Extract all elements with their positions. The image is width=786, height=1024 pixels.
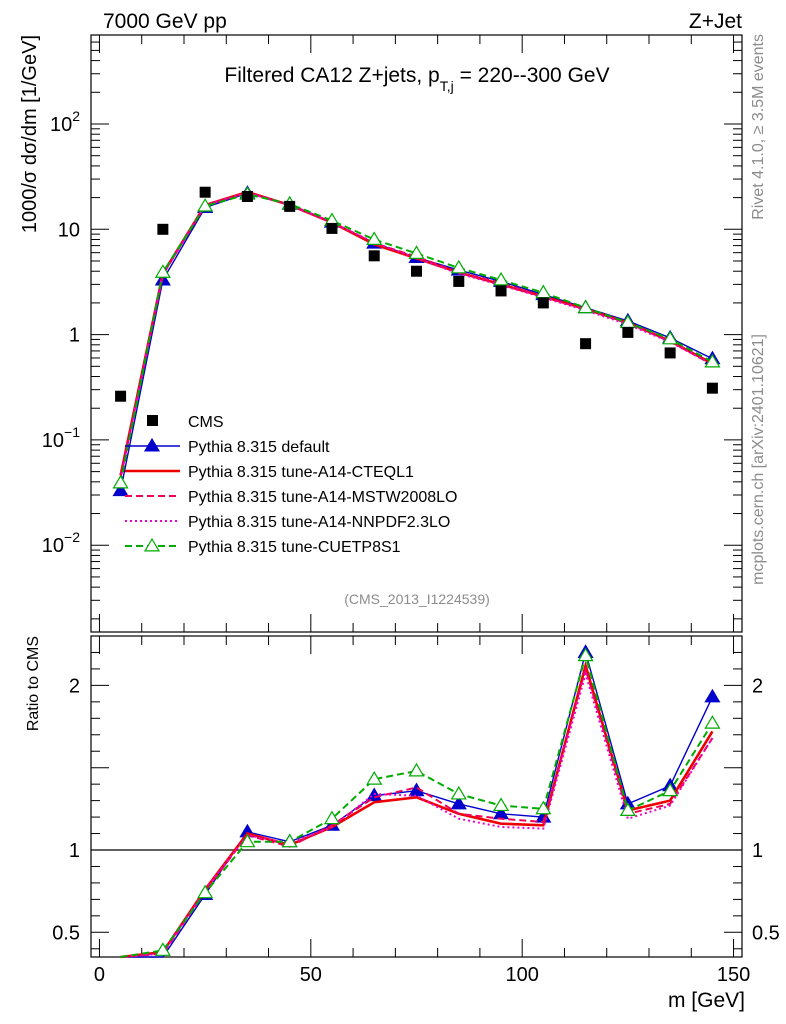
rivet-version-label: Rivet 4.1.0, ≥ 3.5M events <box>750 34 767 220</box>
series-5-point <box>366 231 383 246</box>
series-5-point <box>408 245 425 259</box>
series-line-5 <box>119 193 713 484</box>
ratio-5-point <box>239 833 256 848</box>
ratio-y-tick-label-right: 0.5 <box>752 922 780 944</box>
cms-data-point <box>622 326 634 338</box>
main-y-axis-label: 1000/σ dσ/dm [1/GeV] <box>19 35 41 233</box>
legend-label-3: Pythia 8.315 tune-A14-MSTW2008LO <box>188 489 457 506</box>
x-tick-label: 100 <box>505 964 538 986</box>
x-tick-label: 50 <box>300 964 322 986</box>
series-5-point <box>450 259 467 274</box>
cms-data-point <box>495 285 507 297</box>
main-y-tick-label: 10−1 <box>42 424 80 452</box>
x-tick-label: 150 <box>717 964 750 986</box>
series-5-point <box>704 353 721 368</box>
main-y-tick-label: 10−2 <box>42 529 80 557</box>
ratio-5-point <box>619 802 636 816</box>
ratio-y-tick-label: 2 <box>69 675 80 697</box>
cms-data-point <box>284 200 296 212</box>
ratio-y-tick-label: 1 <box>69 840 80 862</box>
x-axis-label: m [GeV] <box>668 989 745 1012</box>
ratio-5-point <box>154 942 171 956</box>
ratio-panel: 2 2 1 1 0.5 0.5 0 50 100 150 Ratio to CMS m [GeV] <box>25 635 780 1012</box>
cms-data-point <box>664 347 676 359</box>
legend-label-5: Pythia 8.315 tune-CUETP8S1 <box>188 539 401 556</box>
cms-data-point <box>706 382 718 394</box>
cms-data-point <box>241 190 253 202</box>
main-y-tick-label: 102 <box>50 108 80 136</box>
ratio-frame <box>90 635 743 958</box>
ratio-5-point <box>577 647 594 662</box>
series-5-point <box>492 271 510 286</box>
ratio-5-point <box>323 810 341 825</box>
ratio-5-point <box>197 884 214 899</box>
cms-data-points <box>115 186 718 402</box>
legend-label-1: Pythia 8.315 default <box>188 439 330 456</box>
mcplots-label: mcplots.cern.ch [arXiv:2401.10621] <box>750 334 767 585</box>
ratio-line-5 <box>120 651 714 958</box>
ratio-y-tick-label: 0.5 <box>52 922 80 944</box>
cms-data-point <box>453 275 465 287</box>
main-y-ticks: 102 10 1 10−1 10−2 <box>42 34 742 620</box>
legend-marker-1 <box>143 437 161 452</box>
series-5-point <box>662 330 679 345</box>
legend-label-4: Pythia 8.315 tune-A14-NNPDF2.3LO <box>188 514 450 531</box>
x-tick-label: 0 <box>94 964 105 986</box>
header-left: 7000 GeV pp <box>103 10 227 33</box>
ratio-5-point <box>535 800 552 815</box>
ratio-y-tick-label-right: 1 <box>752 840 763 862</box>
ratio-5-point <box>450 785 467 800</box>
ratio-1-point <box>704 688 721 703</box>
ratio-y-axis-label: Ratio to CMS <box>25 636 42 731</box>
legend-marker-cms <box>147 415 158 426</box>
ratio-1-point <box>450 795 467 810</box>
analysis-tag: (CMS_2013_I1224539) <box>344 591 490 607</box>
cms-data-point <box>368 250 380 262</box>
main-y-tick-label: 1 <box>69 325 80 347</box>
series-5-point <box>577 299 594 314</box>
cms-data-point <box>580 338 592 350</box>
cms-data-point <box>199 186 211 198</box>
ratio-5-point <box>662 782 679 797</box>
ratio-line-4 <box>120 670 714 958</box>
header-right: Z+Jet <box>689 10 742 33</box>
ratio-5-point <box>281 833 298 848</box>
main-x-ticks <box>98 35 735 632</box>
legend-marker-5 <box>143 537 161 552</box>
series-1-point <box>112 482 129 497</box>
main-series <box>112 185 721 497</box>
ratio-5-point <box>366 771 383 785</box>
main-y-tick-label: 10 <box>58 219 80 241</box>
cms-data-point <box>411 265 422 277</box>
ratio-5-point <box>492 797 510 812</box>
ratio-5-point <box>704 715 721 729</box>
series-5-point <box>112 474 129 489</box>
ratio-5-point <box>408 762 425 777</box>
series-5-point <box>197 197 214 212</box>
legend-label-cms: CMS <box>188 414 224 431</box>
cms-data-point <box>326 222 338 234</box>
legend: CMS Pythia 8.315 default Pythia 8.315 tune… <box>125 414 457 556</box>
main-panel: 102 10 1 10−1 10−2 Filtered CA12 Z+jets, pT,… <box>19 34 743 633</box>
ratio-series <box>120 644 721 959</box>
plot-title: Filtered CA12 Z+jets, pT,j = 220--300 Ge… <box>224 64 609 94</box>
ratio-ticks: 2 2 1 1 0.5 0.5 0 50 100 150 <box>52 636 780 986</box>
cms-data-point <box>157 223 169 235</box>
legend-label-2: Pythia 8.315 tune-A14-CTEQL1 <box>188 464 414 481</box>
cms-data-point <box>537 297 549 309</box>
main-frame <box>90 34 743 633</box>
series-5-point <box>154 264 171 278</box>
ratio-y-tick-label-right: 2 <box>752 675 763 697</box>
cms-data-point <box>115 390 127 402</box>
